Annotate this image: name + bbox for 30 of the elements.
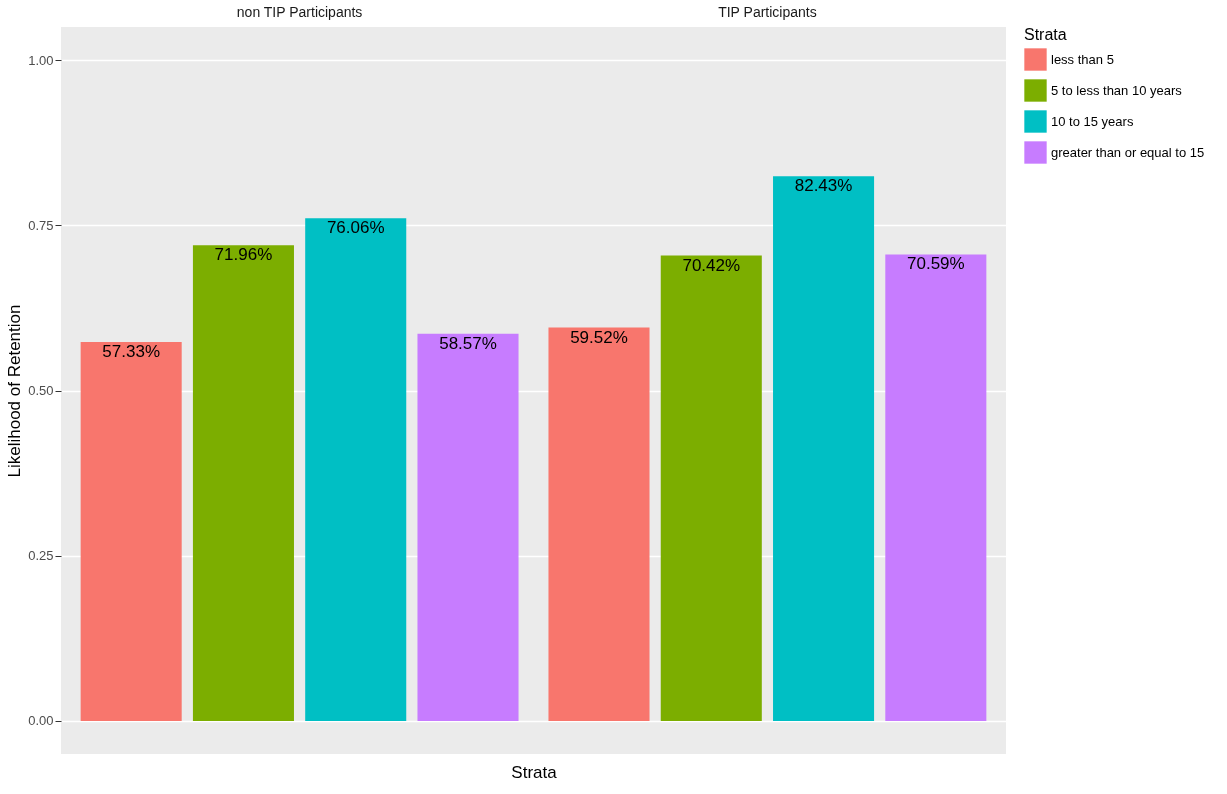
bar xyxy=(80,342,182,721)
bar xyxy=(192,245,294,721)
legend-label: 10 to 15 years xyxy=(1051,113,1134,129)
data-label: 59.52% xyxy=(570,327,628,347)
y-axis-title: Likelihood of Retention xyxy=(5,304,25,478)
y-tick-label: 1.00 xyxy=(28,52,54,68)
y-tick-label: 0.50 xyxy=(28,383,54,398)
x-tick-label: TIP Participants xyxy=(718,3,817,20)
y-tick-label: 0.00 xyxy=(28,713,54,729)
bar xyxy=(548,327,650,721)
x-tick-label: non TIP Participants xyxy=(236,3,363,20)
bar xyxy=(305,218,407,721)
legend-label: greater than or equal to 15 xyxy=(1051,144,1205,160)
data-label: 58.57% xyxy=(439,333,497,353)
y-tick-label: 0.25 xyxy=(28,548,54,564)
data-label: 57.33% xyxy=(102,342,161,362)
bar xyxy=(885,254,987,721)
data-label: 70.42% xyxy=(682,255,741,275)
bar xyxy=(417,333,519,721)
data-label: 70.59% xyxy=(906,254,965,274)
x-axis-title: Strata xyxy=(511,762,558,782)
data-label: 82.43% xyxy=(794,176,853,196)
data-label: 71.96% xyxy=(214,245,273,265)
bar xyxy=(773,176,875,721)
legend-title: Strata xyxy=(1024,26,1067,43)
y-tick-label: 0.75 xyxy=(28,217,54,233)
data-label: 76.06% xyxy=(326,218,385,238)
legend-label: 5 to less than 10 years xyxy=(1051,82,1183,98)
bar xyxy=(660,255,762,721)
legend-label: less than 5 xyxy=(1051,51,1114,67)
